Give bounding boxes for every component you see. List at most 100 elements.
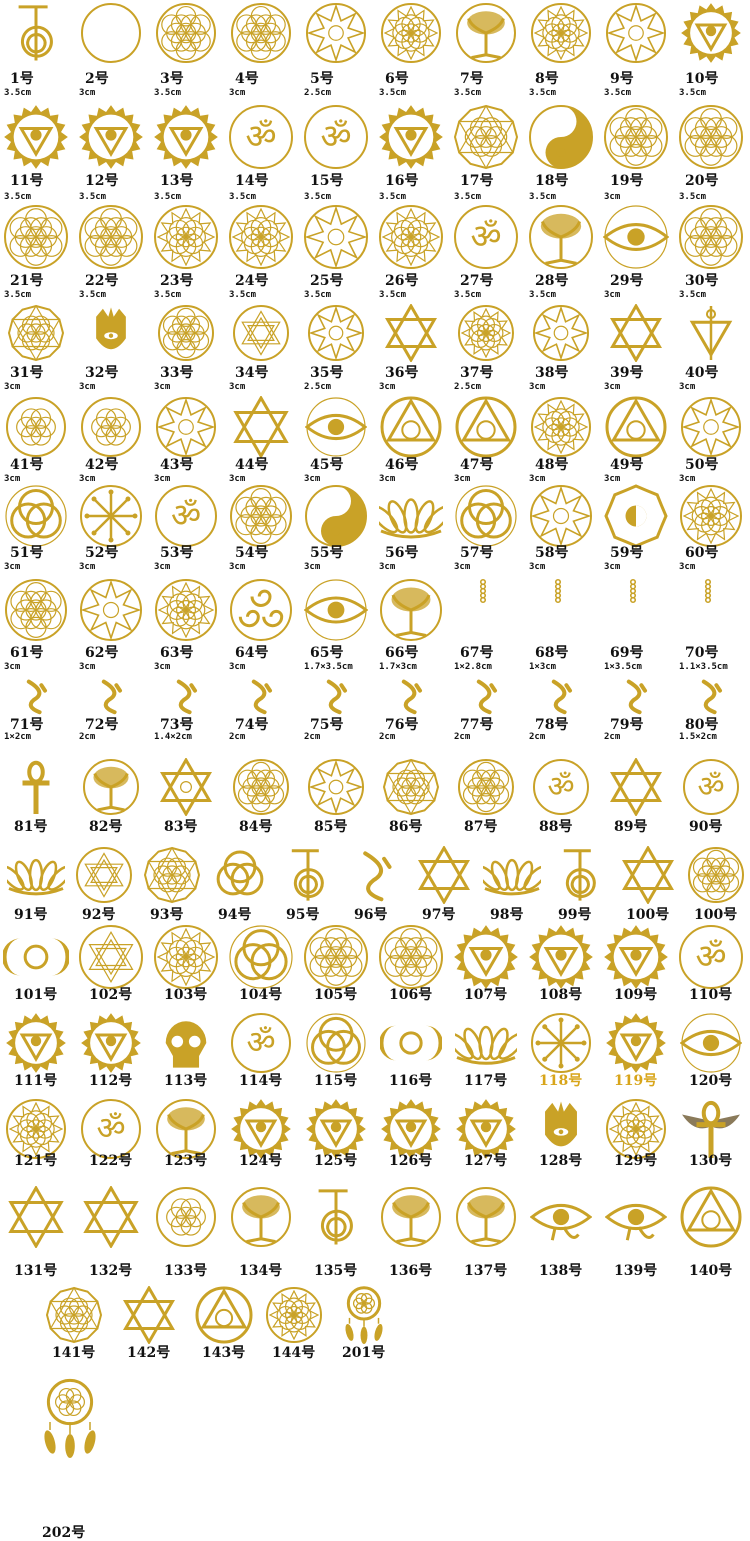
eye-of-horus-icon (530, 1204, 592, 1241)
symbol-item: 80号 1.5×2cm (677, 676, 750, 742)
yin-yang-icon (305, 485, 367, 547)
flower-of-life-icon (4, 205, 68, 269)
sri-yantra-icon (233, 305, 289, 361)
symbol-item: 9号 3.5cm (602, 2, 677, 98)
item-number-label: 38号 (535, 365, 569, 381)
symbol-item: 121号 (2, 1098, 77, 1168)
symbol-item: 20号 3.5cm (677, 104, 750, 202)
svg-text:ॐ: ॐ (320, 117, 351, 157)
star-circle-icon (156, 397, 216, 457)
item-number-label: 21号 (10, 273, 44, 289)
svg-text:ॐ: ॐ (171, 496, 201, 535)
item-size-label: 3cm (229, 562, 246, 572)
item-size-label: 3cm (454, 474, 471, 484)
symbol-item: ॐ 90号 (677, 758, 750, 834)
rune-icon (701, 679, 722, 715)
symbol-item: 82号 (77, 758, 152, 834)
item-number-label: 118号 (539, 1073, 583, 1089)
symbol-item: 102号 (77, 924, 152, 1002)
rune-icon (363, 851, 392, 902)
dreamcatcher-icon (44, 1378, 96, 1458)
sri-yantra-icon (79, 925, 143, 989)
item-number-label: 88号 (539, 819, 573, 835)
item-number-label: 14号 (235, 173, 269, 189)
lotus-icon (379, 498, 443, 539)
symbol-item: 10号 3.5cm (677, 2, 750, 98)
item-size-label: 1×3.5cm (604, 662, 642, 672)
symbol-item: 89号 (602, 758, 677, 834)
item-size-label: 3cm (679, 382, 696, 392)
symbol-item: 126号 (377, 1098, 452, 1168)
symbol-item: 111号 (2, 1012, 77, 1088)
item-number-label: 70号 (685, 645, 719, 661)
lotus-icon (7, 858, 65, 896)
symbol-item: 25号 3.5cm (302, 204, 377, 300)
symbol-item: 144号 (260, 1286, 335, 1360)
item-size-label: 1.5×2cm (679, 732, 717, 742)
svg-text:ॐ: ॐ (96, 1109, 125, 1147)
symbol-item: 87号 (452, 758, 527, 834)
item-size-label: 3cm (604, 290, 621, 300)
item-size-label: 3.5cm (4, 290, 32, 300)
item-size-label: 3cm (379, 562, 396, 572)
item-size-label: 3.5cm (79, 290, 107, 300)
item-number-label: 46号 (385, 457, 419, 473)
mandala-icon (606, 1099, 666, 1159)
flower-of-life-icon (688, 847, 744, 903)
mandala-icon (6, 1099, 66, 1159)
symbol-item: 75号 2cm (302, 676, 377, 742)
item-number-label: 69号 (610, 645, 644, 661)
item-number-label: 25号 (310, 273, 344, 289)
item-size-label: 3cm (4, 662, 21, 672)
star-of-david-icon (233, 396, 289, 458)
symbol-item: 70号 1.1×3.5cm (677, 578, 750, 672)
symbol-item: 21号 3.5cm (2, 204, 77, 300)
symbol-item: 71号 1×2cm (2, 676, 77, 742)
symbol-item: 19号 3cm (602, 104, 677, 202)
star-circle-icon (80, 579, 142, 641)
item-number-label: 9号 (610, 71, 634, 87)
item-number-label: 144号 (272, 1345, 316, 1361)
symbol-item: 201号 (330, 1286, 405, 1360)
symbol-item: 62号 3cm (77, 578, 152, 672)
symbol-item: 6号 3.5cm (377, 2, 452, 98)
item-number-label: 136号 (389, 1263, 433, 1279)
item-number-label: 18号 (535, 173, 569, 189)
item-number-label: 37号 (460, 365, 494, 381)
star-of-david-icon (83, 1186, 139, 1248)
item-number-label: 99号 (558, 907, 592, 923)
symbol-item: 86号 (377, 758, 452, 834)
item-number-label: 15号 (310, 173, 344, 189)
item-size-label: 3.5cm (604, 88, 632, 98)
mandala-icon (531, 397, 591, 457)
star-circle-icon (530, 485, 592, 547)
symbol-item: 30号 3.5cm (677, 204, 750, 300)
svg-text:ॐ: ॐ (695, 937, 726, 977)
item-size-label: 3cm (379, 474, 396, 484)
item-size-label: 3cm (529, 474, 546, 484)
item-number-label: 4号 (235, 71, 259, 87)
om-icon: ॐ (304, 105, 368, 169)
item-number-label: 202号 (42, 1525, 86, 1541)
symbol-item: 4号 3cm (227, 2, 302, 98)
symbol-item: 69号 1×3.5cm (602, 578, 677, 672)
item-size-label: 1×2.8cm (454, 662, 492, 672)
flower-of-life-icon (679, 205, 743, 269)
symbol-item: 29号 3cm (602, 204, 677, 300)
symbol-item: 79号 2cm (602, 676, 677, 742)
symbol-item: 22号 3.5cm (77, 204, 152, 300)
flower-of-life-icon (379, 925, 443, 989)
seed-of-life-icon (6, 397, 66, 457)
symbol-item: 129号 (602, 1098, 677, 1168)
mandala-icon (155, 579, 217, 641)
symbol-item: 97号 (410, 846, 485, 922)
symbol-item: 128号 (527, 1098, 602, 1168)
symbol-item: 49号 3cm (602, 396, 677, 484)
item-number-label: 111号 (14, 1073, 58, 1089)
item-size-label: 3.5cm (529, 88, 557, 98)
symbol-item: 99号 (546, 846, 621, 922)
item-size-label: 2.5cm (454, 382, 482, 392)
dreamcatcher-icon (345, 1286, 383, 1344)
symbol-item: 83号 (152, 758, 227, 834)
flower-of-life-icon (458, 759, 514, 815)
